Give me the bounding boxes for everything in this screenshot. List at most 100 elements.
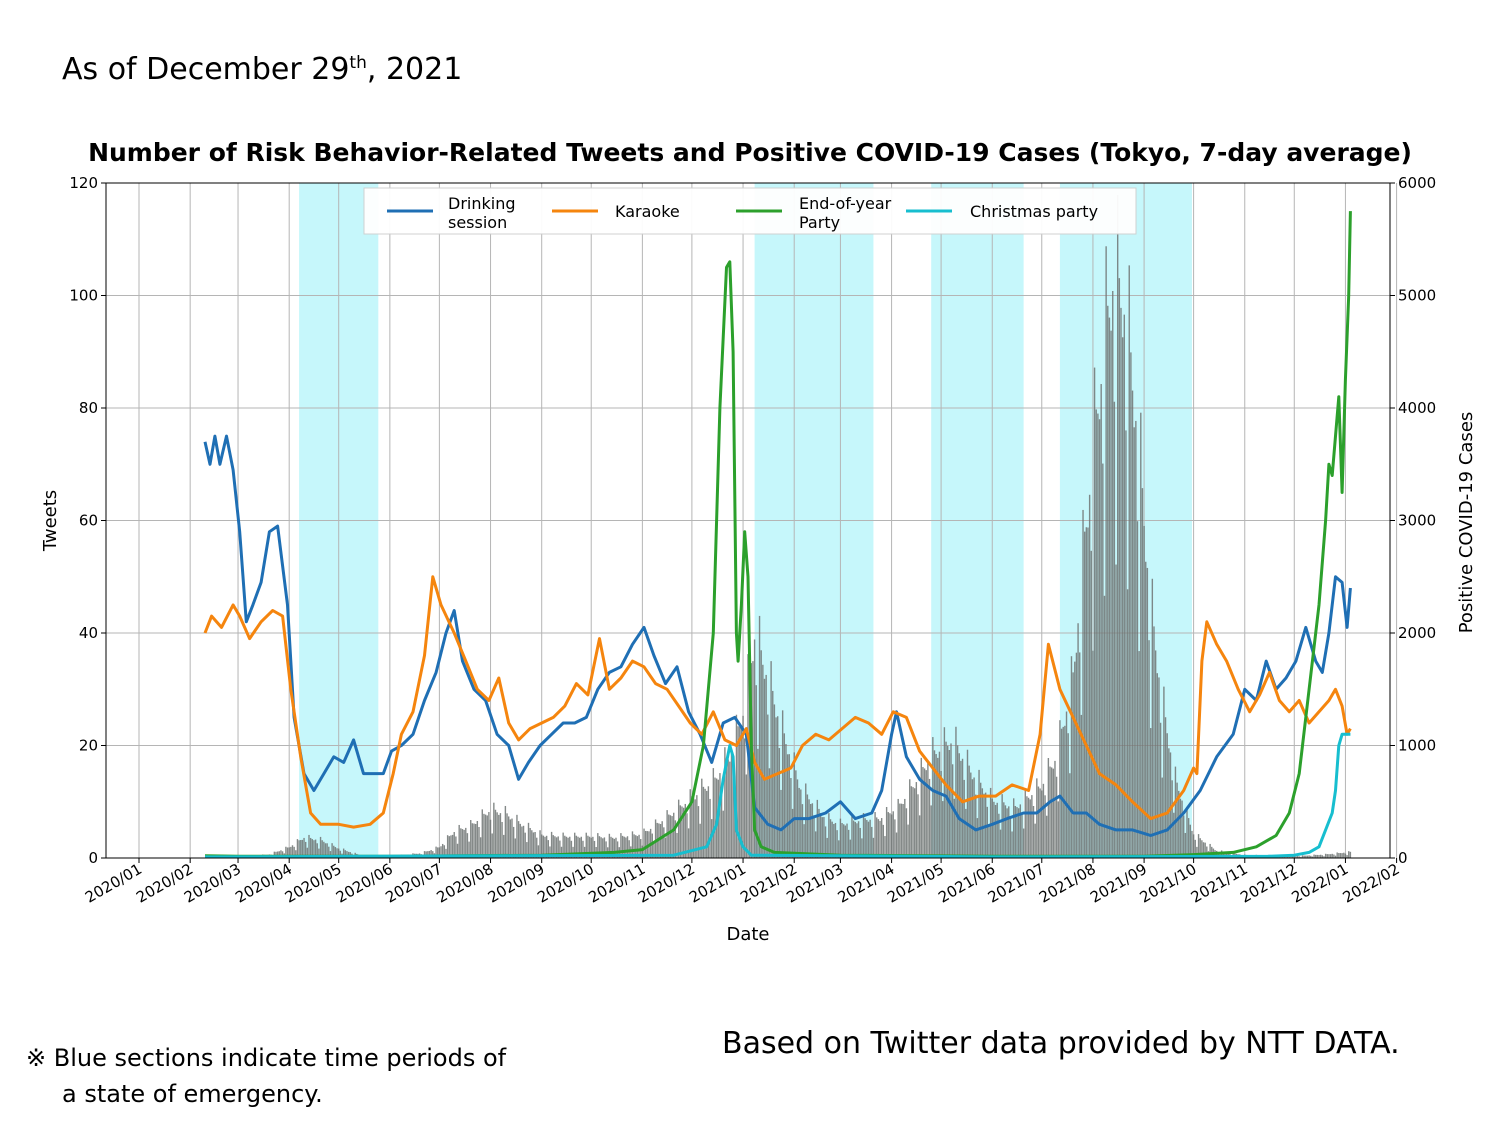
case-bar (790, 778, 792, 858)
case-bar (565, 836, 568, 858)
y-tick-label: 40 (79, 624, 98, 642)
case-bar (1013, 798, 1015, 858)
case-bar (943, 727, 946, 858)
case-bar (806, 794, 809, 858)
case-bar (725, 757, 728, 858)
case-bar (993, 801, 995, 858)
case-bar (909, 779, 911, 858)
case-bar (328, 846, 330, 858)
case-bar (857, 821, 860, 858)
case-bar (1329, 854, 1332, 858)
case-bar (313, 840, 315, 858)
case-bar (852, 820, 855, 858)
case-bar (814, 831, 817, 858)
case-bar (757, 748, 759, 858)
case-bar (435, 846, 437, 858)
case-bar (1110, 330, 1112, 858)
date-stamp-ordinal: th (349, 53, 367, 73)
case-bar (996, 802, 998, 858)
case-bar (1315, 854, 1317, 858)
case-bar (867, 821, 870, 858)
case-bar (961, 758, 964, 858)
case-bar (1277, 856, 1279, 858)
case-bar (958, 753, 960, 858)
case-bar (1130, 352, 1132, 858)
legend-label-drinking-session: Drinking session (448, 194, 516, 232)
series-line-christmas-party (204, 732, 1351, 858)
y-tick-label: 20 (79, 737, 98, 755)
case-bar (430, 850, 432, 858)
case-bar (437, 847, 439, 858)
case-bar (578, 837, 581, 858)
x-tick-label: 2021/01 (686, 860, 749, 907)
case-bar (314, 839, 317, 858)
case-bar (884, 836, 886, 858)
x-tick-label: 2020/10 (534, 860, 597, 907)
case-bar (1194, 839, 1196, 858)
case-bar (907, 824, 909, 858)
case-bar (1082, 509, 1084, 858)
case-bar (1032, 806, 1035, 858)
case-bar (836, 830, 838, 858)
case-bar (296, 839, 299, 858)
case-bar (745, 774, 748, 858)
case-bar (918, 815, 921, 858)
case-bar (562, 832, 564, 858)
case-bar (1349, 851, 1352, 858)
case-bar (1027, 797, 1030, 858)
case-bar (511, 818, 513, 858)
case-bar (281, 851, 284, 858)
case-bar (600, 837, 602, 858)
case-bar (778, 748, 781, 858)
case-bar (1298, 856, 1300, 858)
case-bar (288, 847, 290, 858)
case-bar (730, 754, 733, 858)
case-bar (1174, 766, 1177, 858)
case-bar (572, 846, 574, 858)
case-bar (677, 799, 680, 858)
case-bar (465, 827, 467, 858)
case-bar (1187, 818, 1190, 858)
case-bar (1059, 720, 1061, 858)
case-bar (872, 837, 875, 858)
case-bar (686, 813, 688, 858)
case-bar (580, 836, 583, 858)
case-bar (869, 819, 871, 858)
case-bar (1336, 852, 1338, 858)
case-bar (582, 840, 584, 858)
case-bar (975, 794, 977, 858)
case-bar (1064, 725, 1066, 858)
case-bar (623, 836, 625, 858)
case-bar (531, 830, 533, 858)
case-bar (707, 786, 710, 858)
y-tick-label: 0 (88, 849, 98, 867)
case-bar (765, 674, 767, 858)
case-bar (621, 835, 624, 858)
case-bar (549, 846, 551, 858)
case-bar (493, 802, 495, 858)
case-bar (560, 846, 563, 858)
case-bar (451, 834, 454, 858)
case-bar (1077, 623, 1079, 858)
y2-tick-label: 4000 (1398, 399, 1436, 417)
case-bar (732, 769, 734, 858)
case-bar (569, 836, 571, 858)
case-bar (998, 813, 1000, 858)
case-bar (1204, 842, 1206, 858)
case-bar (1080, 714, 1083, 858)
case-bar (923, 768, 926, 858)
case-bar (661, 821, 663, 858)
case-bar (1306, 855, 1309, 858)
case-bar (323, 841, 325, 858)
case-bar (753, 639, 756, 858)
case-bar (574, 832, 576, 858)
case-bar (1316, 854, 1319, 858)
case-bar (1189, 824, 1191, 858)
case-bar (455, 836, 457, 858)
case-bar (1042, 783, 1045, 858)
case-bar (301, 839, 304, 858)
case-bar (1100, 384, 1102, 858)
case-bar (1088, 494, 1091, 858)
case-bar (767, 714, 769, 858)
case-bar (1331, 853, 1333, 858)
